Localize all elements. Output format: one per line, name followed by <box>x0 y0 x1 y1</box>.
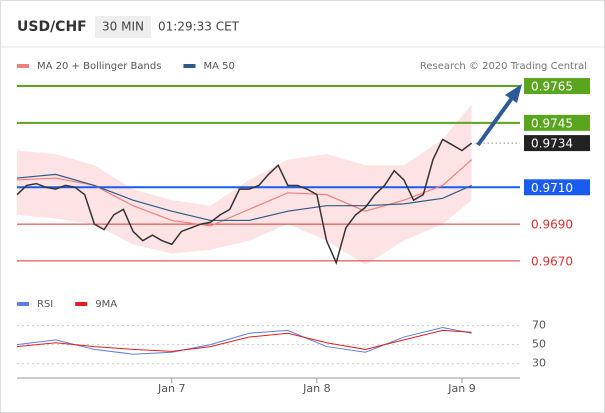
price-panel: MA 20 + Bollinger Bands MA 50 0.9765 0.9745… <box>16 61 590 268</box>
x-tick-label: Jan 9 <box>447 382 475 395</box>
level-label: 0.9745 <box>531 116 573 130</box>
legend-swatch <box>17 302 29 306</box>
legend-label: MA 50 <box>203 61 234 72</box>
price-line <box>16 138 473 265</box>
x-tick-label: Jan 7 <box>157 382 185 395</box>
level-box <box>524 135 590 152</box>
rsi-panel: RSI 9MA 30 50 70 Jan 7 Jan 8 Jan 9 <box>16 299 546 395</box>
level-label: 0.9710 <box>531 181 573 195</box>
level-label: 0.9670 <box>531 254 573 268</box>
timeframe-box <box>95 16 151 38</box>
y-tick-label: 30 <box>532 357 546 370</box>
legend-label: RSI <box>37 299 53 310</box>
legend-swatch <box>183 64 196 68</box>
legend-swatch <box>17 64 29 68</box>
rsi-line <box>16 329 472 352</box>
timeframe: 30 MIN <box>102 20 144 34</box>
y-tick-label: 70 <box>532 319 546 332</box>
time: 01:29:33 CET <box>158 20 240 34</box>
legend-label: MA 20 + Bollinger Bands <box>37 61 161 72</box>
y-tick-label: 50 <box>532 338 546 351</box>
forecast-arrow <box>476 84 522 147</box>
legend-swatch <box>75 302 88 306</box>
level-box <box>524 78 590 95</box>
symbol: USD/CHF <box>17 19 87 35</box>
rsi-line <box>16 327 472 355</box>
level-box <box>524 114 590 131</box>
x-tick-label: Jan 8 <box>302 382 330 395</box>
level-label: 0.9734 <box>531 137 573 151</box>
legend-label: 9MA <box>95 299 117 310</box>
ma-line <box>16 173 472 222</box>
level-label: 0.9765 <box>531 80 573 94</box>
credit: Research © 2020 Trading Central <box>420 61 587 72</box>
level-label: 0.9690 <box>531 218 573 232</box>
level-box <box>524 179 590 196</box>
